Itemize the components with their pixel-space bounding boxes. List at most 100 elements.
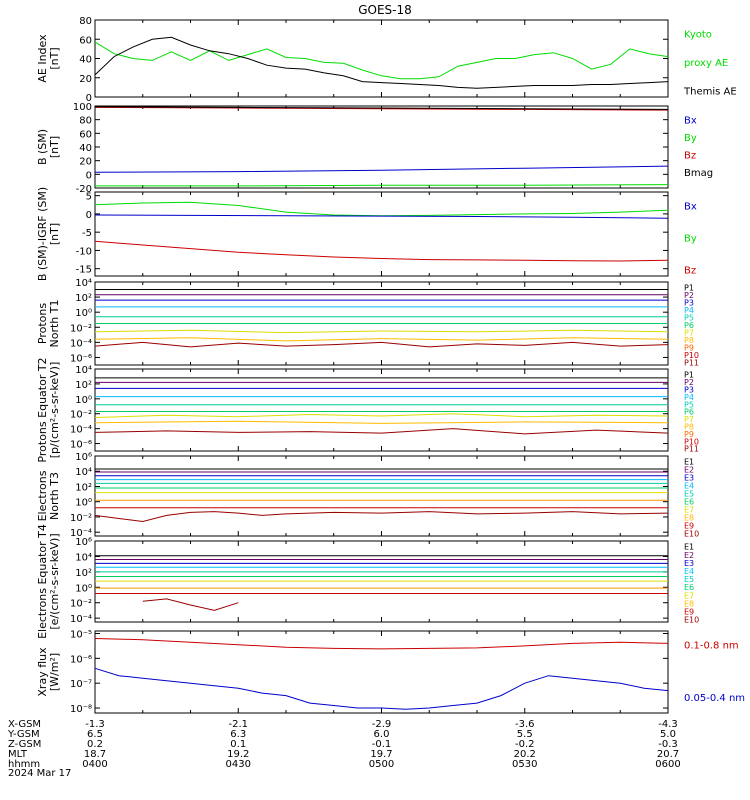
y-tick-label: 10⁻⁴ [70,338,92,349]
legend-entry: E6 [684,498,694,507]
y-axis-label-line: North T1 [48,300,61,348]
y-tick-label: 40 [79,143,92,154]
legend-entry: By [684,133,697,144]
y-tick-label: 10⁻⁵ [70,629,92,640]
y-tick-label: 10⁴ [75,365,92,376]
y-tick-label: 10⁶ [75,452,92,463]
legend-entry: Bz [684,265,696,276]
y-axis-label: Protons Equator T2[p/(cm²-s-sr-keV)] [36,357,61,462]
y-tick-label: 20 [79,157,92,168]
panel-pe: 10⁴ 10² 10⁰ 10⁻² 10⁻⁴ 10⁻⁶ Protons Equator T2[… [36,357,699,462]
y-axis-label-line: Protons Equator T2 [36,357,49,462]
y-axis-label-line: Xray flux [36,647,49,697]
y-tick-label: 10⁻⁸ [70,704,92,715]
legend-entry: P6 [684,408,694,417]
y-tick-label: 10² [75,293,92,304]
x-row-value: -0.1 [372,739,392,750]
legend-entry: E7 [684,506,694,515]
panel-frame [94,455,669,537]
series-line-kyoto-proxy-ae [94,41,669,80]
series-line-p8 [94,420,669,424]
y-tick-label: 10⁴ [75,552,92,563]
y-axis-label-line: [nT] [48,136,61,158]
legend-entry: By [684,233,697,244]
legend-entry: E3 [684,559,694,568]
y-axis-label-line: AE Index [36,34,49,83]
x-row-label: hhmm [8,759,40,770]
y-tick-label: 0 [86,210,92,221]
legend-entry: P4 [684,393,694,402]
legend-entry: P1 [684,371,694,380]
legend-entry: P11 [684,359,699,368]
legend-entry: P7 [684,329,694,338]
y-axis-label-line: B (SM)-IGRF (SM) [36,187,49,281]
y-axis-label-line: Electrons Equator T4 [36,524,49,639]
legend-entry: P10 [684,437,699,446]
panel-bsm: -20 0 20 40 60 80 100 B (SM)[nT] Bx By Bz Bmag [36,102,713,195]
y-axis-label-line: Electrons [36,470,49,521]
y-tick-label: 100 [73,102,92,113]
y-tick-label: 5 [86,192,92,203]
y-tick-label: 10⁻⁴ [70,614,92,625]
legend-entry: P3 [684,385,694,394]
y-axis-label-line: B (SM) [36,129,49,165]
x-row-value: 19.2 [227,749,249,760]
y-tick-label: 10⁴ [75,467,92,478]
legend-entry: E7 [684,591,694,600]
x-row-value: 6.5 [87,729,103,740]
x-row-value: 20.2 [514,749,536,760]
series-line-bmag [94,106,669,110]
y-axis-label-line: Protons [36,303,49,344]
x-axis-table: X-GSM -1.3 -2.1 -2.9 -3.6 -4.3 Y-GSM 6.5 6.3 6.0 5… [7,719,681,779]
y-tick-label: -5 [82,228,92,239]
x-row-value: 0430 [226,759,251,770]
y-tick-label: 10⁰ [75,308,92,319]
legend-entry: proxy AE [684,58,728,69]
legend-entry: E2 [684,551,694,560]
x-row-value: -2.9 [372,719,392,730]
y-tick-label: 0 [86,170,92,181]
y-axis-label: ProtonsNorth T1 [36,300,61,348]
legend-entry: P1 [684,284,694,293]
x-row-label: X-GSM [8,719,41,730]
x-row-value: -1.3 [85,719,105,730]
series-line-bz [94,106,669,111]
legend-entry: Kyoto [684,29,712,40]
legend-entry: E4 [684,482,694,491]
y-axis-label: AE Index[nT] [36,34,61,83]
panel-frame [94,191,669,277]
panel-ee: 10⁶ 10⁴ 10² 10⁰ 10⁻² 10⁻⁴ Electrons Equator T4… [36,524,699,639]
series-line-e10 [94,511,669,523]
legend-entry: Bz [684,150,696,161]
series-line-bz [94,240,669,262]
y-tick-label: 10⁴ [75,278,92,289]
y-tick-label: 10² [75,380,92,391]
chart-title: GOES-18 [358,3,412,17]
y-axis-label: Electrons Equator T4[e/(cm²-s-sr-keV)] [36,524,61,639]
series-line-bx [94,165,669,173]
legend-entry: P10 [684,351,699,360]
series-line-by [94,201,669,217]
y-axis-label-line: [p/(cm²-s-sr-keV)] [48,362,61,459]
date-label: 2024 Mar 17 [8,768,71,779]
y-tick-label: 10⁻⁷ [70,679,92,690]
legend-entry: P6 [684,321,694,330]
legend-entry: E10 [684,530,699,539]
x-row-value: 19.7 [370,749,392,760]
x-row-value: -2.1 [228,719,248,730]
y-tick-label: 10² [75,482,92,493]
legend-entry: E9 [684,608,694,617]
y-tick-label: 20 [79,74,92,85]
y-tick-label: 10⁰ [75,395,92,406]
series-line-themis-ae [94,36,669,89]
legend-entry: P8 [684,336,694,345]
series-line-0-1-0-8-nm [94,638,669,650]
y-tick-label: 10⁻² [70,599,92,610]
series-line-p7 [94,329,669,334]
y-tick-label: 10⁻⁶ [70,654,92,665]
panel-bigrf: -15 -10 -5 0 5 B (SM)-IGRF (SM)[nT] Bx By Bz [36,187,697,281]
series-line-e10 [142,598,239,611]
y-tick-label: 10² [75,568,92,579]
y-axis-label-line: North T3 [48,472,61,520]
